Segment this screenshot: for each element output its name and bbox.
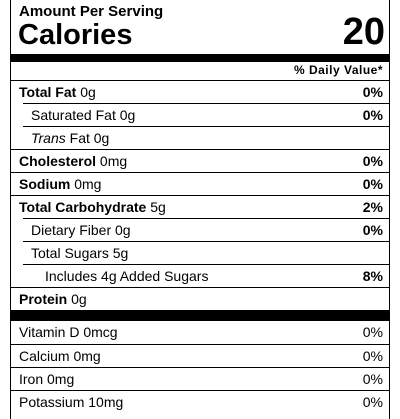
nutrient-amount: 5g (150, 199, 166, 215)
daily-value: 8% (362, 268, 383, 284)
nutrient-label: Cholesterol 0mg (19, 150, 127, 172)
daily-value: 0% (362, 371, 383, 387)
nutrient-label: Dietary Fiber 0g (31, 219, 131, 241)
nutrient-row: Trans Fat 0g (23, 126, 389, 149)
serving-heading: Amount Per Serving (19, 3, 164, 20)
daily-value: 0% (362, 176, 383, 192)
nutrient-amount: 0mg (74, 176, 102, 192)
page: Amount Per Serving Calories 20 % Daily V… (10, 0, 390, 419)
thick-rule (11, 54, 389, 62)
nutrient-amount: 0mg (99, 153, 128, 169)
vitamin-label: Calcium 0mg (19, 348, 101, 364)
nutrient-row: Dietary Fiber 0g 0% (23, 218, 389, 241)
nutrient-amount: 0g (80, 84, 96, 100)
daily-value: 0% (362, 324, 383, 340)
nutrition-label: Amount Per Serving Calories 20 % Daily V… (10, 0, 390, 419)
nutrient-label: Total Carbohydrate 5g (19, 196, 166, 218)
nutrient-row: Total Fat 0g 0% (11, 80, 389, 103)
nutrient-row: Includes 4g Added Sugars 8% (23, 264, 389, 287)
vitamin-row: Potassium 10mg 0% (11, 390, 389, 413)
nutrient-name: Protein (19, 291, 68, 307)
daily-value-heading: % Daily Value* (293, 63, 383, 77)
nutrient-label: Trans Fat 0g (31, 127, 109, 149)
vitamin-label: Iron 0mg (19, 371, 75, 387)
nutrient-name: Total Sugars 5g (31, 245, 129, 261)
vitamin-row: Vitamin D 0mcg 0% (11, 321, 389, 343)
vitamin-label: Vitamin D 0mcg (19, 324, 118, 340)
calories-label: Calories (18, 19, 133, 51)
nutrient-label: Sodium 0mg (19, 173, 101, 195)
nutrient-label: Total Sugars 5g (31, 242, 128, 264)
nutrient-name: Dietary Fiber 0g (31, 222, 131, 238)
nutrient-name: Includes 4g Added Sugars (45, 268, 209, 284)
nutrient-label: Protein 0g (19, 288, 87, 310)
daily-value: 0% (362, 84, 383, 100)
nutrient-label: Total Fat 0g (19, 81, 96, 103)
nutrient-label: Includes 4g Added Sugars (45, 265, 208, 287)
nutrient-name: Saturated Fat 0g (31, 107, 136, 123)
nutrient-prefix: Trans (31, 130, 66, 146)
nutrient-name: Total Fat (19, 84, 77, 100)
nutrient-row: Protein 0g (11, 287, 389, 310)
nutrient-name: Cholesterol (19, 153, 97, 169)
nutrient-amount: 0g (71, 291, 87, 307)
nutrient-row: Saturated Fat 0g 0% (23, 103, 389, 126)
vitamin-label: Potassium 10mg (19, 394, 124, 410)
daily-value: 2% (362, 199, 383, 215)
calories-value: 20 (342, 11, 385, 53)
vitamin-row: Calcium 0mg 0% (11, 344, 389, 367)
daily-value: 0% (362, 107, 383, 123)
daily-value: 0% (362, 394, 383, 410)
nutrient-row: Total Carbohydrate 5g 2% (11, 195, 389, 218)
nutrient-row: Cholesterol 0mg 0% (11, 149, 389, 172)
nutrient-name: Sodium (19, 176, 71, 192)
nutrient-name: Fat 0g (69, 130, 110, 146)
nutrient-row: Total Sugars 5g (23, 241, 389, 264)
vitamin-row: Iron 0mg 0% (11, 367, 389, 390)
nutrient-label: Saturated Fat 0g (31, 104, 135, 126)
nutrient-name: Total Carbohydrate (19, 199, 147, 215)
daily-value: 0% (362, 348, 383, 364)
daily-value: 0% (362, 153, 383, 169)
thick-rule (11, 310, 389, 321)
nutrient-row: Sodium 0mg 0% (11, 172, 389, 195)
daily-value: 0% (362, 222, 383, 238)
